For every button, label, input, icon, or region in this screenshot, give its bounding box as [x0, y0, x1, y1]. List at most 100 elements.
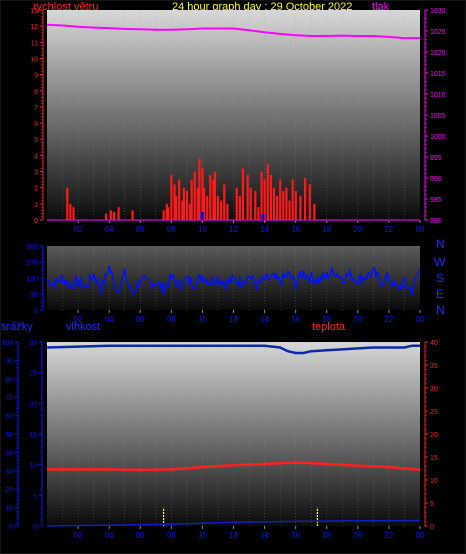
- x-tick-label: 00: [416, 315, 425, 324]
- compass-e: E: [436, 287, 445, 301]
- wind-bar: [303, 178, 307, 220]
- wind-y-axis-tick-label: 9: [34, 73, 38, 80]
- temperature-y-axis-tick-label: 15: [430, 455, 438, 462]
- wind-y-axis-tick-label: 0: [34, 218, 38, 225]
- temperature-y-axis-tick-label: 20: [430, 432, 438, 439]
- pressure-y-axis-tick-label: 980: [430, 218, 442, 225]
- wind-bar: [66, 187, 69, 220]
- wind-y-axis-tick-label: 12: [30, 24, 38, 31]
- wind-bar: [288, 200, 291, 220]
- wind-bar: [170, 174, 173, 220]
- direction-y-axis-tick-label: 90: [30, 292, 38, 299]
- wind-bar: [206, 195, 209, 220]
- direction-y-axis-tick-label: 180: [26, 276, 38, 283]
- wind-bar: [131, 210, 134, 220]
- wind-y-axis-tick-label: 1: [34, 202, 38, 209]
- direction-y-axis-tick-label: 0: [34, 308, 38, 315]
- wind-bar: [299, 195, 302, 220]
- x-tick-label: 22: [384, 225, 393, 234]
- wind-bar: [201, 168, 204, 220]
- pressure-y-axis-tick-label: 1005: [430, 113, 446, 120]
- rain-percent-y-axis-tick-label: 0: [9, 524, 13, 531]
- wind-y-axis-tick-label: 10: [30, 56, 38, 63]
- wind-bar: [223, 184, 226, 220]
- wind-bar: [174, 195, 178, 220]
- pressure-y-axis-tick-label: 990: [430, 176, 442, 183]
- x-tick-label: 12: [229, 225, 238, 234]
- wind-bar: [279, 179, 282, 220]
- pressure-y-axis-tick-label: 1015: [430, 71, 446, 78]
- wind-blue-mark: [261, 214, 265, 220]
- wind-bar: [112, 211, 116, 220]
- wind-bar: [241, 168, 245, 220]
- rain-percent-y-axis-tick-label: 60: [5, 414, 13, 421]
- x-tick-label: 14: [260, 531, 269, 540]
- wind-bar: [213, 171, 217, 220]
- pressure-y-axis-tick-label: 1030: [430, 8, 446, 15]
- pressure-y-axis-tick-label: 1025: [430, 29, 446, 36]
- wind-bar: [190, 179, 193, 220]
- pressure-y-axis-tick-label: 985: [430, 197, 442, 204]
- wind-bar: [188, 203, 192, 220]
- wind-y-axis-tick-label: 7: [34, 105, 38, 112]
- humidity-y-axis-tick-label: 0: [33, 524, 37, 531]
- wind-bar: [285, 187, 288, 220]
- humidity-y-axis-tick-label: 20: [29, 401, 37, 408]
- wind-y-axis-tick-label: 8: [34, 89, 38, 96]
- wind-bar: [226, 203, 229, 220]
- x-tick-label: 16: [291, 315, 300, 324]
- x-tick-label: 08: [167, 225, 176, 234]
- wind-direction-line: [46, 265, 421, 296]
- wind-bar: [198, 158, 201, 220]
- x-tick-label: 20: [353, 531, 362, 540]
- wind-bar: [72, 207, 75, 220]
- rain-percent-y-axis-tick-label: 40: [5, 450, 13, 457]
- wind-bar: [282, 190, 285, 220]
- rain-percent-y-axis-tick-label: 10: [5, 506, 13, 513]
- pressure-y-axis-tick-label: 995: [430, 155, 442, 162]
- x-tick-label: 06: [136, 531, 145, 540]
- x-tick-label: 06: [136, 315, 145, 324]
- wind-bar: [167, 207, 170, 220]
- wind-y-axis-tick-label: 11: [31, 40, 38, 47]
- wind-bar: [308, 184, 311, 220]
- x-tick-label: 14: [260, 315, 269, 324]
- x-tick-label: 02: [74, 531, 83, 540]
- temperature-line: [47, 461, 421, 472]
- x-tick-label: 16: [291, 225, 300, 234]
- humidity-y-axis-tick-label: 25: [29, 371, 37, 378]
- wind-bar: [162, 210, 165, 220]
- x-tick-label: 18: [322, 225, 331, 234]
- wind-y-axis-tick-label: 4: [34, 153, 38, 160]
- x-tick-label: 22: [384, 531, 393, 540]
- wind-bar: [249, 187, 252, 220]
- wind-bar: [263, 179, 266, 220]
- rain-percent-y-axis-tick-label: 100: [1, 340, 13, 347]
- wind-bar: [173, 184, 176, 220]
- humidity-y-axis-tick-label: 10: [29, 463, 37, 470]
- compass-s: S: [436, 271, 445, 285]
- pressure-line: [46, 23, 420, 40]
- rain-total-line: [46, 519, 421, 527]
- wind-bar: [202, 187, 206, 220]
- x-tick-label: 12: [229, 531, 238, 540]
- rain-label: srážky: [1, 321, 33, 333]
- x-tick-label: 20: [353, 315, 362, 324]
- wind-bar: [254, 190, 257, 220]
- wind-bar: [294, 190, 297, 220]
- humidity-line: [46, 344, 420, 355]
- wind-bar: [269, 174, 272, 220]
- temperature-y-axis-tick-label: 30: [430, 386, 438, 393]
- x-tick-label: 18: [322, 531, 331, 540]
- rain-percent-y-axis-tick-label: 80: [5, 377, 13, 384]
- rain-percent-y-axis-tick-label: 30: [5, 469, 13, 476]
- temperature-y-axis-tick-label: 40: [430, 340, 438, 347]
- wind-y-axis-tick-label: 3: [34, 170, 38, 177]
- wind-bar: [212, 179, 215, 220]
- x-tick-label: 06: [136, 225, 145, 234]
- temperature-label: teplota: [312, 321, 346, 333]
- pressure-y-axis-tick-label: 1010: [430, 92, 446, 99]
- x-tick-label: 08: [167, 315, 176, 324]
